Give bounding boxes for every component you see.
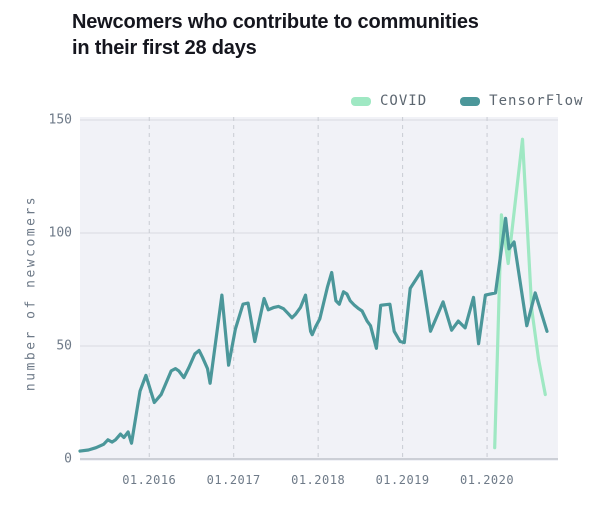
covid-swatch-icon <box>351 96 371 106</box>
legend-item-tensorflow: TensorFlow <box>460 93 583 109</box>
chart-title-line2: in their first 28 days <box>72 37 257 59</box>
x-tick-label: 01.2019 <box>376 473 430 487</box>
y-tick-label: 150 <box>49 113 72 128</box>
x-tick-label: 01.2016 <box>122 473 176 487</box>
y-tick-label: 0 <box>64 452 72 467</box>
tensorflow-swatch-icon <box>460 96 481 106</box>
plot-background <box>80 117 558 461</box>
x-tick-label: 01.2017 <box>207 473 261 487</box>
legend-label-covid: COVID <box>380 93 428 109</box>
y-tick-label: 50 <box>56 339 72 354</box>
chart-title-line1: Newcomers who contribute to communities <box>72 11 479 33</box>
tensorflow-line <box>78 216 549 453</box>
chart-title: Newcomers who contribute to communities … <box>72 9 479 61</box>
legend: COVID TensorFlow <box>351 93 583 109</box>
y-tick-label: 100 <box>49 226 72 241</box>
legend-item-covid: COVID <box>351 93 427 109</box>
x-tick-label: 01.2018 <box>291 473 345 487</box>
x-tick-label: 01.2020 <box>460 473 514 487</box>
legend-label-tensorflow: TensorFlow <box>489 93 584 109</box>
covid-line <box>493 137 547 450</box>
